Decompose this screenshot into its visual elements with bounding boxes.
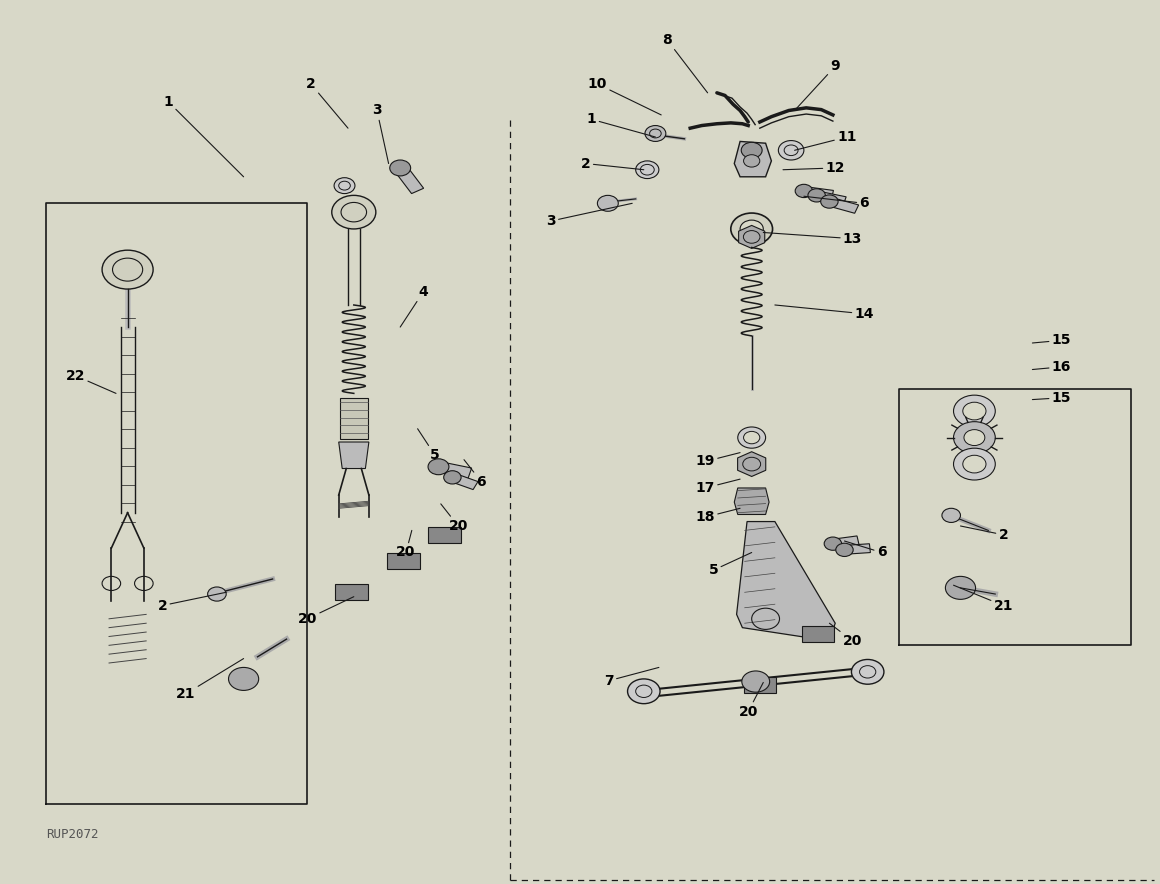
Text: 2: 2 — [158, 592, 226, 613]
Circle shape — [778, 141, 804, 160]
Text: 1: 1 — [164, 95, 244, 177]
Circle shape — [390, 160, 411, 176]
Text: 6: 6 — [844, 541, 886, 560]
Circle shape — [645, 126, 666, 141]
Polygon shape — [844, 544, 870, 554]
Text: 15: 15 — [1032, 333, 1071, 347]
Polygon shape — [737, 522, 835, 641]
Circle shape — [744, 155, 760, 167]
Text: 20: 20 — [829, 623, 862, 648]
Polygon shape — [738, 452, 766, 476]
Circle shape — [628, 679, 660, 704]
Circle shape — [964, 430, 985, 446]
Text: 9: 9 — [795, 59, 840, 110]
Circle shape — [945, 576, 976, 599]
Text: 2: 2 — [306, 77, 348, 128]
Circle shape — [597, 195, 618, 211]
Circle shape — [208, 587, 226, 601]
Polygon shape — [450, 473, 478, 490]
Text: 6: 6 — [464, 460, 486, 489]
Circle shape — [963, 402, 986, 420]
Text: 12: 12 — [783, 161, 844, 175]
Text: 19: 19 — [696, 453, 740, 469]
Polygon shape — [428, 527, 461, 543]
Text: 20: 20 — [739, 682, 763, 719]
Polygon shape — [744, 677, 776, 693]
Circle shape — [443, 470, 462, 484]
Text: 6: 6 — [804, 196, 869, 210]
Text: 18: 18 — [696, 508, 740, 524]
Circle shape — [824, 537, 842, 550]
Text: 3: 3 — [372, 103, 389, 164]
Polygon shape — [387, 553, 420, 569]
Circle shape — [807, 188, 826, 202]
Circle shape — [963, 455, 986, 473]
Text: 2: 2 — [960, 526, 1008, 542]
Polygon shape — [394, 165, 423, 194]
Text: 21: 21 — [954, 585, 1013, 613]
Text: 16: 16 — [1032, 360, 1071, 374]
Circle shape — [741, 142, 762, 158]
Polygon shape — [802, 626, 834, 642]
Circle shape — [229, 667, 259, 690]
Text: 2: 2 — [581, 156, 644, 171]
Circle shape — [738, 427, 766, 448]
Circle shape — [744, 431, 760, 444]
Polygon shape — [734, 141, 771, 177]
Polygon shape — [827, 197, 858, 213]
Text: 3: 3 — [546, 203, 632, 228]
Text: 15: 15 — [1032, 391, 1071, 405]
Text: 22: 22 — [66, 369, 116, 393]
Circle shape — [731, 213, 773, 245]
Polygon shape — [803, 187, 833, 199]
Circle shape — [740, 220, 763, 238]
Text: 11: 11 — [795, 130, 856, 150]
Text: 7: 7 — [604, 667, 659, 688]
Text: 4: 4 — [400, 285, 428, 327]
Circle shape — [820, 194, 838, 208]
Text: 21: 21 — [176, 659, 244, 701]
Text: 20: 20 — [441, 504, 467, 533]
Text: 1: 1 — [587, 112, 655, 137]
Text: 20: 20 — [298, 597, 354, 626]
Polygon shape — [832, 536, 860, 548]
Circle shape — [332, 195, 376, 229]
Polygon shape — [815, 191, 846, 205]
Circle shape — [851, 659, 884, 684]
Polygon shape — [340, 398, 368, 439]
Circle shape — [102, 250, 153, 289]
Text: 17: 17 — [696, 479, 740, 495]
Polygon shape — [436, 461, 472, 478]
Text: RUP2072: RUP2072 — [46, 828, 99, 841]
Circle shape — [428, 459, 449, 475]
Polygon shape — [739, 225, 764, 248]
Text: 10: 10 — [588, 77, 661, 115]
Circle shape — [742, 671, 770, 692]
Text: 20: 20 — [397, 530, 415, 560]
Circle shape — [835, 543, 854, 557]
Circle shape — [942, 508, 960, 522]
Circle shape — [954, 422, 995, 453]
Circle shape — [334, 178, 355, 194]
Circle shape — [796, 184, 812, 197]
Polygon shape — [335, 584, 368, 600]
Circle shape — [636, 161, 659, 179]
Text: 5: 5 — [418, 429, 440, 462]
Polygon shape — [734, 488, 769, 514]
Circle shape — [954, 395, 995, 427]
Circle shape — [954, 448, 995, 480]
Polygon shape — [339, 442, 369, 469]
Text: 8: 8 — [662, 33, 708, 93]
Text: 14: 14 — [775, 305, 873, 321]
Text: 5: 5 — [709, 552, 752, 577]
Text: 13: 13 — [763, 232, 862, 246]
